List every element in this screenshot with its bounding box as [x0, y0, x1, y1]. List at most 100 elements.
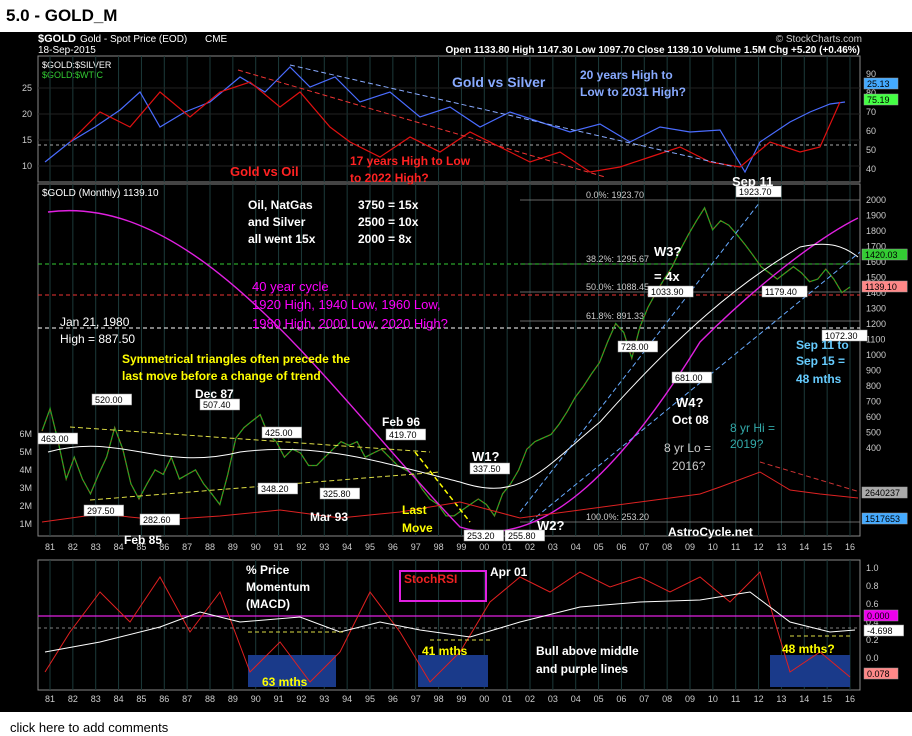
price-right-tick: 1200 [866, 319, 886, 329]
momentum-tag-stoch-box [863, 667, 899, 680]
x-tick-label-bottom: 04 [571, 694, 581, 704]
macd-line [44, 591, 856, 653]
x-tick-label: 00 [479, 542, 489, 552]
add-comments-link[interactable]: click here to add comments [10, 720, 169, 735]
price-annotation: and Silver [248, 215, 306, 229]
ratio-left-tick: 20 [22, 109, 32, 119]
x-tick-label-bottom: 09 [685, 694, 695, 704]
price-annotation: W2? [537, 518, 565, 533]
ratio-annot-17yr-2: to 2022 High? [350, 171, 429, 185]
x-tick-label: 12 [754, 542, 764, 552]
x-tick-label: 82 [68, 542, 78, 552]
ratio-annot-20yr-1: 20 years High to [580, 68, 673, 82]
ratio-label-silver: $GOLD:$SILVER [42, 60, 112, 70]
price-right-tag: 1420.03 [865, 250, 898, 260]
price-label: 1923.70 [739, 187, 772, 197]
price-annotation: 1920 High, 1940 Low, 1960 Low, [252, 297, 441, 312]
x-tick-label-bottom: 81 [45, 694, 55, 704]
x-tick-label-bottom: 97 [411, 694, 421, 704]
ratio-right-tick: 60 [866, 126, 876, 136]
momentum-annotation: % Price [246, 563, 290, 577]
price-right-tick: 1100 [866, 335, 885, 345]
volume-trend [759, 461, 861, 493]
price-label-box [385, 428, 426, 441]
ratio-panel-frame [37, 55, 861, 183]
price-right-tick: 1600 [866, 257, 886, 267]
price-annotation: Sep 11 to [796, 338, 849, 352]
x-tick-label: 96 [388, 542, 398, 552]
gold-oil-line [69, 81, 841, 173]
ratio-left-tick: 10 [22, 161, 32, 171]
x-tick-label: 05 [594, 542, 604, 552]
x-tick-label-bottom: 02 [525, 694, 535, 704]
x-tick-label-bottom: 03 [548, 694, 558, 704]
x-tick-label-bottom: 82 [68, 694, 78, 704]
price-annotation: Jan 21, 1980 [60, 315, 130, 329]
momentum-right-tick: 0.0 [866, 653, 879, 663]
ratio-annot-17yr-1: 17 years High to Low [350, 154, 471, 168]
momentum-annotation: Apr 01 [490, 565, 528, 579]
x-tick-label-bottom: 84 [114, 694, 124, 704]
price-annotation: Feb 96 [382, 415, 420, 429]
momentum-tag-zero: 0.000 [867, 611, 890, 621]
price-annotation: 48 mths [796, 372, 842, 386]
price-label-box [647, 285, 694, 298]
volume-tick: 1M [19, 519, 32, 529]
x-tick-label-bottom: 86 [159, 694, 169, 704]
price-right-tick: 900 [866, 366, 881, 376]
price-label-box [504, 529, 545, 542]
x-tick-label: 13 [776, 542, 786, 552]
momentum-annotation: StochRSI [404, 572, 457, 586]
ratio-annot-gold-silver: Gold vs Silver [452, 74, 546, 90]
price-annotation: 2500 = 10x [358, 215, 419, 229]
price-annotation: 2000 = 8x [358, 232, 412, 246]
momentum-annotation: 41 mths [422, 644, 468, 658]
price-annotation: 1980 High, 2000 Low, 2020 High? [252, 316, 448, 331]
price-annotation: Symmetrical triangles often precede the [122, 352, 350, 366]
price-right-tag-box [861, 512, 908, 525]
x-tick-label: 01 [502, 542, 512, 552]
x-tick-label: 84 [114, 542, 124, 552]
x-tick-label: 09 [685, 542, 695, 552]
price-annotation: = 4x [654, 269, 680, 284]
price-label: 728.00 [621, 342, 649, 352]
x-tick-label-bottom: 05 [594, 694, 604, 704]
x-tick-label-bottom: 93 [319, 694, 329, 704]
x-tick-label: 10 [708, 542, 718, 552]
gold-chart: $GOLD Gold - Spot Price (EOD) CME © StockCh… [0, 32, 912, 712]
x-tick-label: 81 [45, 542, 55, 552]
momentum-right-tick: 0.2 [866, 635, 879, 645]
price-label: 282.60 [143, 515, 171, 525]
x-tick-label-bottom: 99 [456, 694, 466, 704]
x-tick-label-bottom: 89 [228, 694, 238, 704]
x-tick-label-bottom: 85 [136, 694, 146, 704]
x-tick-label-bottom: 15 [822, 694, 832, 704]
x-tick-label-bottom: 13 [776, 694, 786, 704]
price-label: 255.80 [508, 531, 536, 541]
ratio-tag-oil: 75.19 [867, 95, 890, 105]
price-right-tick: 1000 [866, 350, 886, 360]
price-legend: $GOLD (Monthly) 1139.10 [42, 188, 159, 199]
x-tick-label: 11 [731, 542, 740, 552]
price-right-tick: 1800 [866, 226, 886, 236]
price-annotation: Sep 11 [732, 174, 773, 189]
price-label-box [671, 371, 712, 384]
ratio-annot-20yr-2: Low to 2031 High? [580, 85, 686, 99]
window-title-bar: 5.0 - GOLD_M [0, 0, 912, 32]
price-label-box [261, 426, 302, 439]
price-annotation: Dec 87 [195, 387, 234, 401]
price-right-tick: 1700 [866, 242, 886, 252]
x-tick-label-bottom: 06 [616, 694, 626, 704]
price-annotation: last move before a change of trend [122, 369, 321, 383]
ratio-right-tick: 70 [866, 107, 876, 117]
x-tick-label: 85 [136, 542, 146, 552]
price-annotation: High = 887.50 [60, 332, 135, 346]
x-tick-label: 91 [274, 542, 284, 552]
x-tick-label-bottom: 07 [639, 694, 649, 704]
price-annotation: Oil, NatGas [248, 198, 313, 212]
x-tick-label: 89 [228, 542, 238, 552]
symbol-desc: Gold - Spot Price (EOD) [80, 34, 187, 45]
x-tick-label: 02 [525, 542, 535, 552]
x-tick-label: 94 [342, 542, 352, 552]
price-right-tick: 800 [866, 381, 881, 391]
